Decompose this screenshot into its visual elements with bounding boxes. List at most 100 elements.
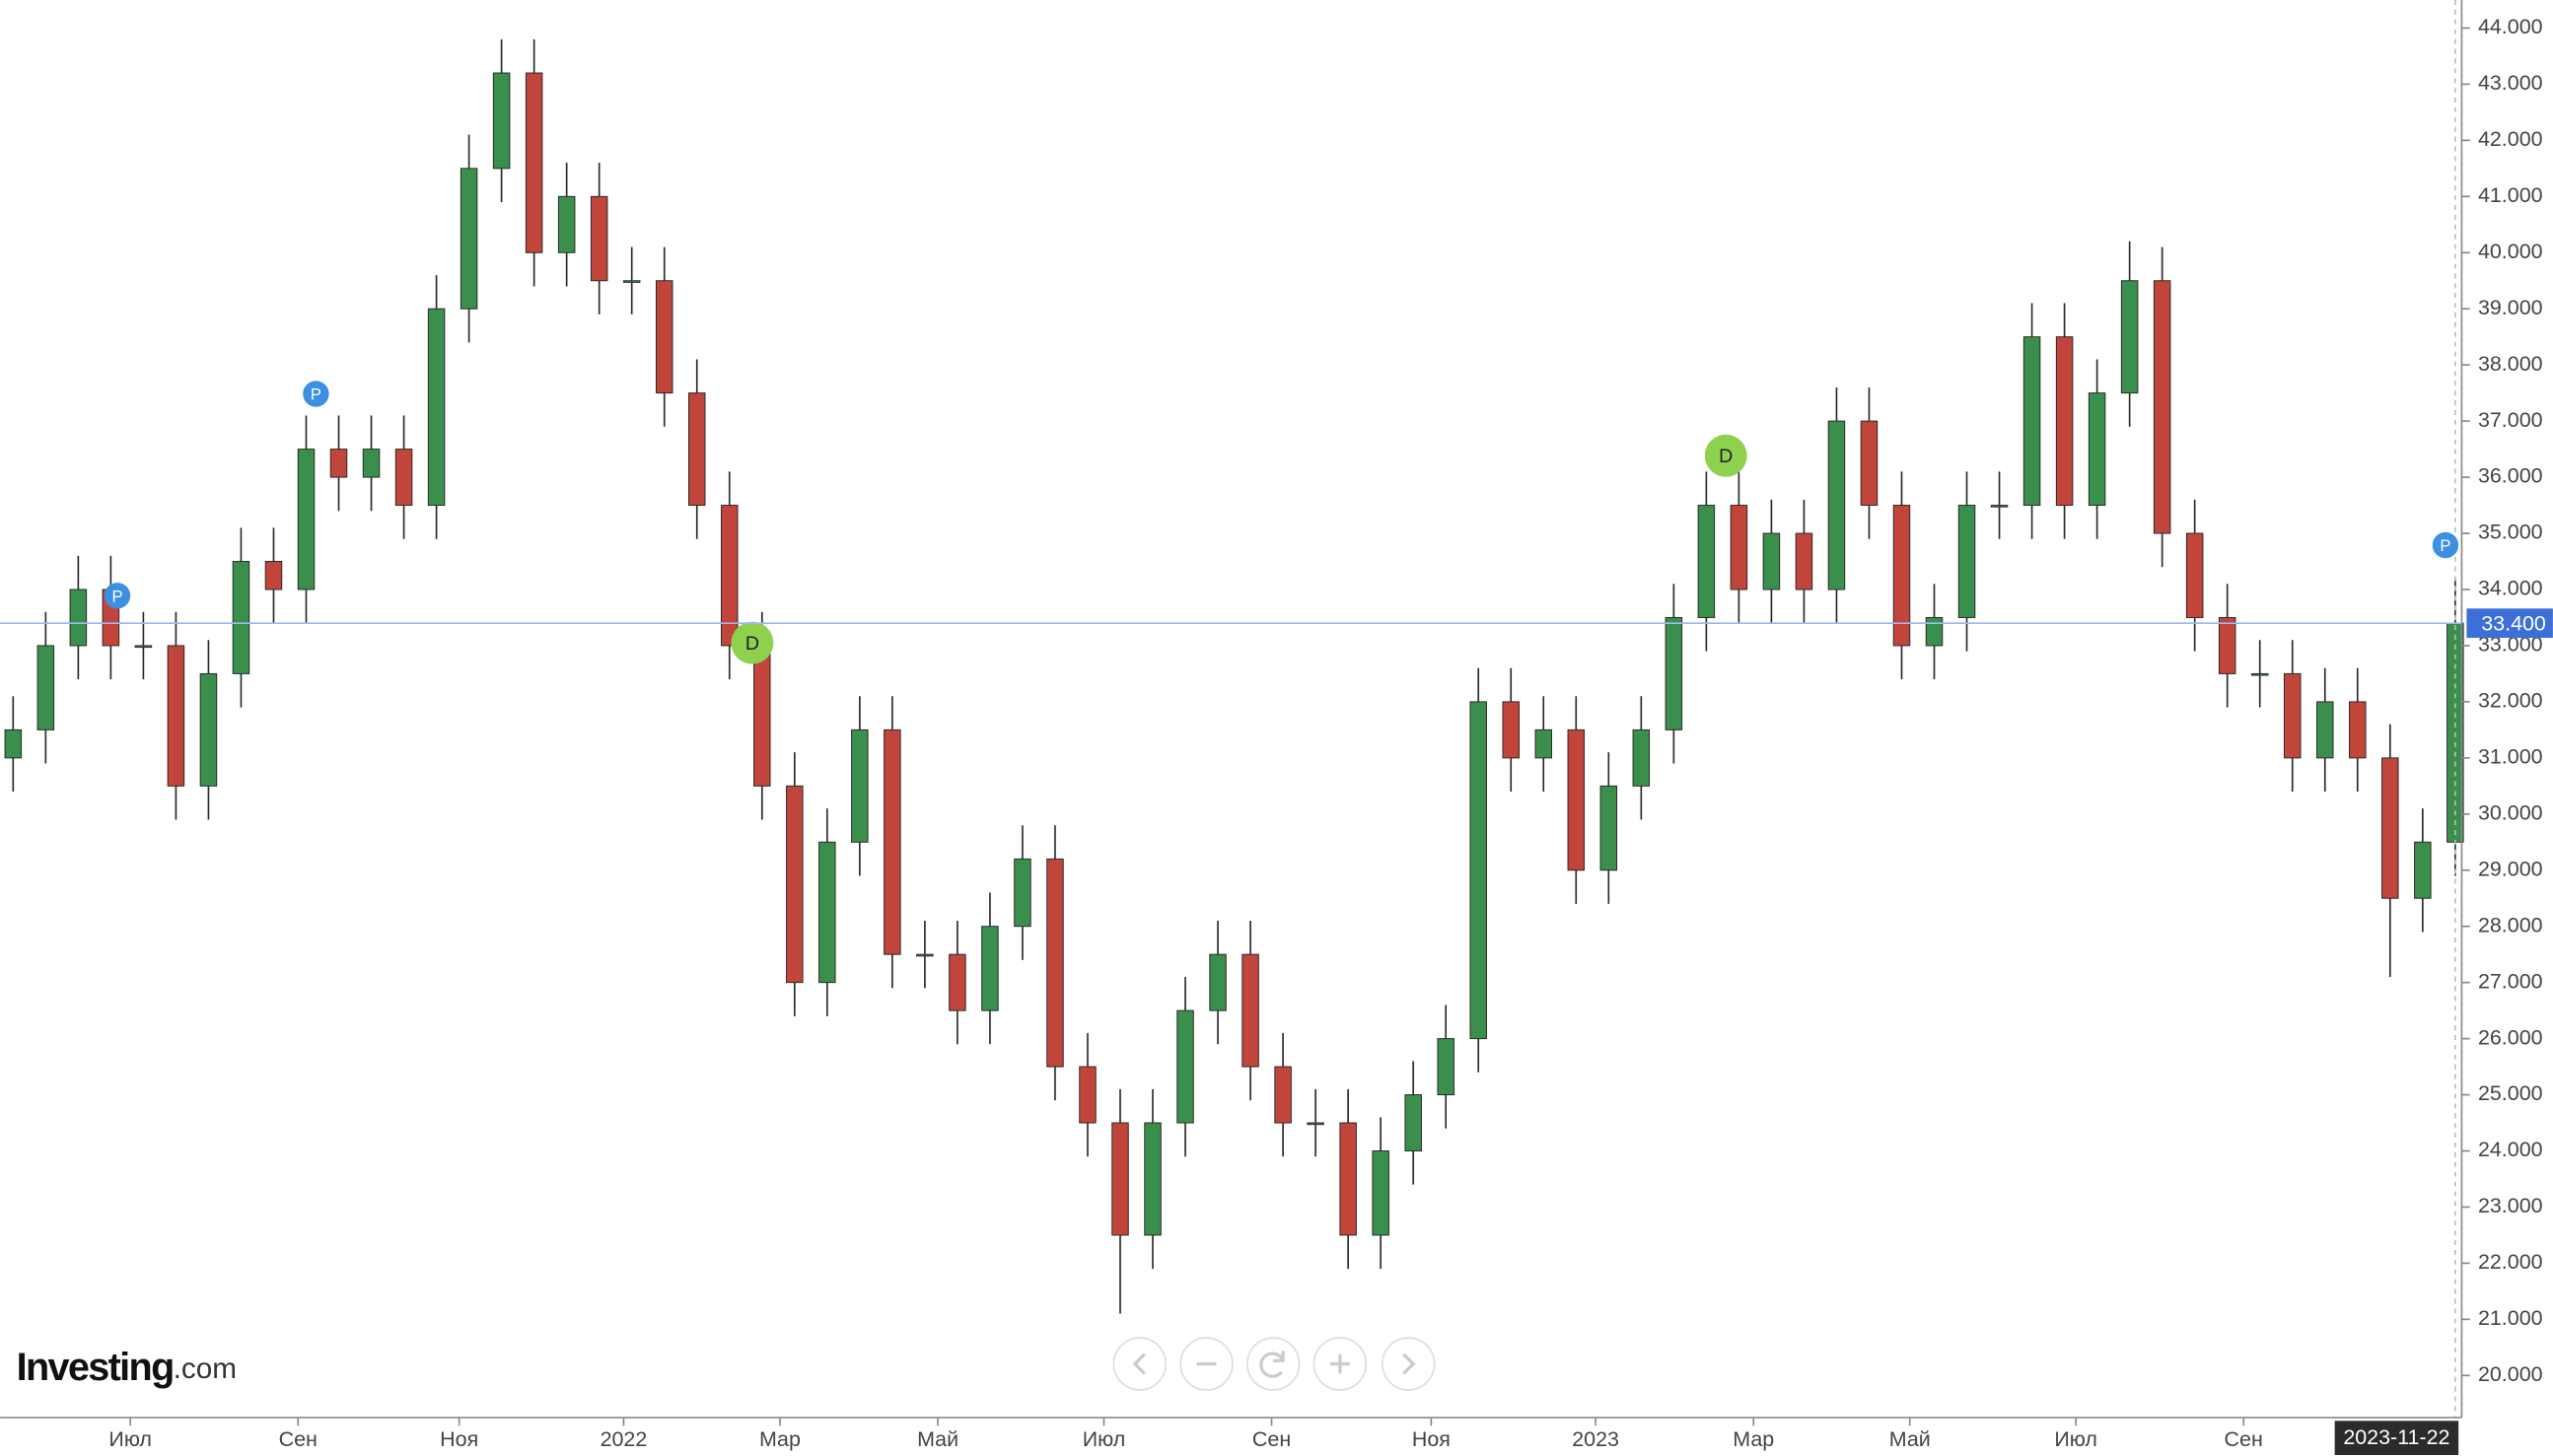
marker-bubble[interactable] — [1704, 434, 1747, 477]
candle-body — [2153, 280, 2171, 534]
last-price-label: 33.400 — [2481, 611, 2546, 635]
candle-body — [2349, 701, 2367, 759]
x-tick-label: Ноя — [440, 1427, 478, 1451]
x-tick-label: Май — [1889, 1427, 1931, 1451]
y-tick-label: 34.000 — [2478, 577, 2543, 600]
candle-body — [851, 728, 869, 843]
candle-body — [1014, 858, 1031, 928]
marker-label: D — [745, 633, 759, 655]
candle-body — [1795, 532, 1813, 590]
candle-body — [1697, 505, 1716, 618]
icon — [1132, 1352, 1146, 1375]
reset-button[interactable] — [1245, 1337, 1301, 1391]
y-tick-label: 32.000 — [2478, 689, 2543, 713]
candle-body — [2185, 532, 2204, 618]
candle-body — [557, 195, 576, 253]
y-tick-label: 38.000 — [2478, 352, 2543, 376]
scroll-right-button[interactable] — [1381, 1337, 1436, 1391]
candle-body — [1307, 1122, 1324, 1126]
candle-body — [1762, 532, 1781, 590]
y-tick-label: 37.000 — [2478, 408, 2543, 432]
x-tick-label: Май — [917, 1427, 958, 1451]
candle-body — [1079, 1066, 1097, 1124]
x-tick-label: Июл — [1083, 1427, 1126, 1451]
candle-body — [1502, 701, 1520, 759]
candle-body — [69, 589, 88, 647]
scroll-left-button[interactable] — [1112, 1337, 1168, 1391]
candle-body — [1372, 1150, 1389, 1236]
y-tick-label: 25.000 — [2478, 1081, 2543, 1105]
candle-body — [916, 953, 934, 957]
candle-body — [329, 449, 348, 478]
marker-bubble[interactable] — [2432, 531, 2459, 559]
marker-label: P — [311, 386, 321, 404]
marker-label: D — [1719, 446, 1733, 467]
icon — [1259, 1351, 1285, 1378]
candle-body — [1274, 1066, 1292, 1124]
x-tick-label: Ноя — [1412, 1427, 1451, 1451]
y-tick-label: 24.000 — [2478, 1138, 2543, 1161]
candle-body — [1892, 505, 1911, 647]
candle-body — [525, 72, 543, 253]
y-tick-label: 43.000 — [2478, 71, 2543, 95]
plot-area — [4, 38, 2464, 1314]
candle-body — [884, 728, 901, 955]
marker-bubble[interactable] — [104, 583, 131, 609]
candle-body — [1567, 728, 1586, 871]
candle-body — [297, 449, 316, 590]
y-tick-label: 21.000 — [2478, 1306, 2543, 1330]
candle-body — [2120, 280, 2139, 394]
candle-body — [1860, 420, 1879, 507]
candle-body — [721, 505, 739, 647]
candle-body — [1339, 1122, 1357, 1236]
candle-body — [1957, 505, 1976, 618]
y-tick-label: 29.000 — [2478, 857, 2543, 880]
candle-body — [2381, 757, 2399, 899]
x-tick-label: 2023 — [1572, 1427, 1619, 1451]
candle-body — [1046, 858, 1064, 1068]
y-tick-label: 28.000 — [2478, 913, 2543, 936]
candle-body — [1730, 505, 1748, 590]
candle-body — [590, 195, 608, 282]
candle-body — [622, 280, 641, 283]
candle-body — [1111, 1122, 1129, 1236]
x-tick-label: Сен — [1252, 1427, 1291, 1451]
candle-body — [2022, 336, 2041, 507]
candle-body — [1241, 953, 1259, 1068]
x-tick-label: Сен — [279, 1427, 318, 1451]
candle-body — [427, 308, 446, 507]
candle-body — [1176, 1009, 1194, 1124]
candle-body — [753, 645, 771, 787]
candle-body — [134, 645, 153, 649]
y-tick-label: 22.000 — [2478, 1250, 2543, 1274]
candle-body — [949, 953, 966, 1011]
last-price-box — [2466, 608, 2553, 639]
candle-body — [818, 841, 836, 984]
candle-body — [362, 449, 381, 478]
candle-body — [199, 672, 218, 787]
candle-body — [655, 280, 674, 394]
candle-body — [981, 926, 999, 1011]
icon — [1402, 1352, 1416, 1375]
candle-body — [1209, 953, 1227, 1011]
candle-body — [687, 392, 706, 507]
y-tick-label: 40.000 — [2478, 240, 2543, 263]
y-tick-label: 31.000 — [2478, 745, 2543, 769]
event-markers: P P D D P — [104, 381, 2459, 664]
y-tick-label: 30.000 — [2478, 800, 2543, 824]
candle-body — [1404, 1094, 1422, 1152]
candle-body — [4, 728, 23, 759]
candle-body — [1925, 616, 1944, 647]
candle-body — [2414, 841, 2432, 899]
candle-body — [492, 72, 511, 170]
candle-body — [167, 645, 185, 787]
current-date-label: 2023-11-22 — [2343, 1425, 2449, 1449]
marker-bubble[interactable] — [303, 381, 329, 407]
marker-bubble[interactable] — [731, 621, 774, 664]
candle-body — [1827, 420, 1846, 590]
brand-logo: Investing.com — [17, 1347, 237, 1390]
candle-body — [2055, 336, 2074, 507]
x-tick-label: Сен — [2225, 1427, 2263, 1451]
marker-label: P — [2440, 537, 2450, 555]
